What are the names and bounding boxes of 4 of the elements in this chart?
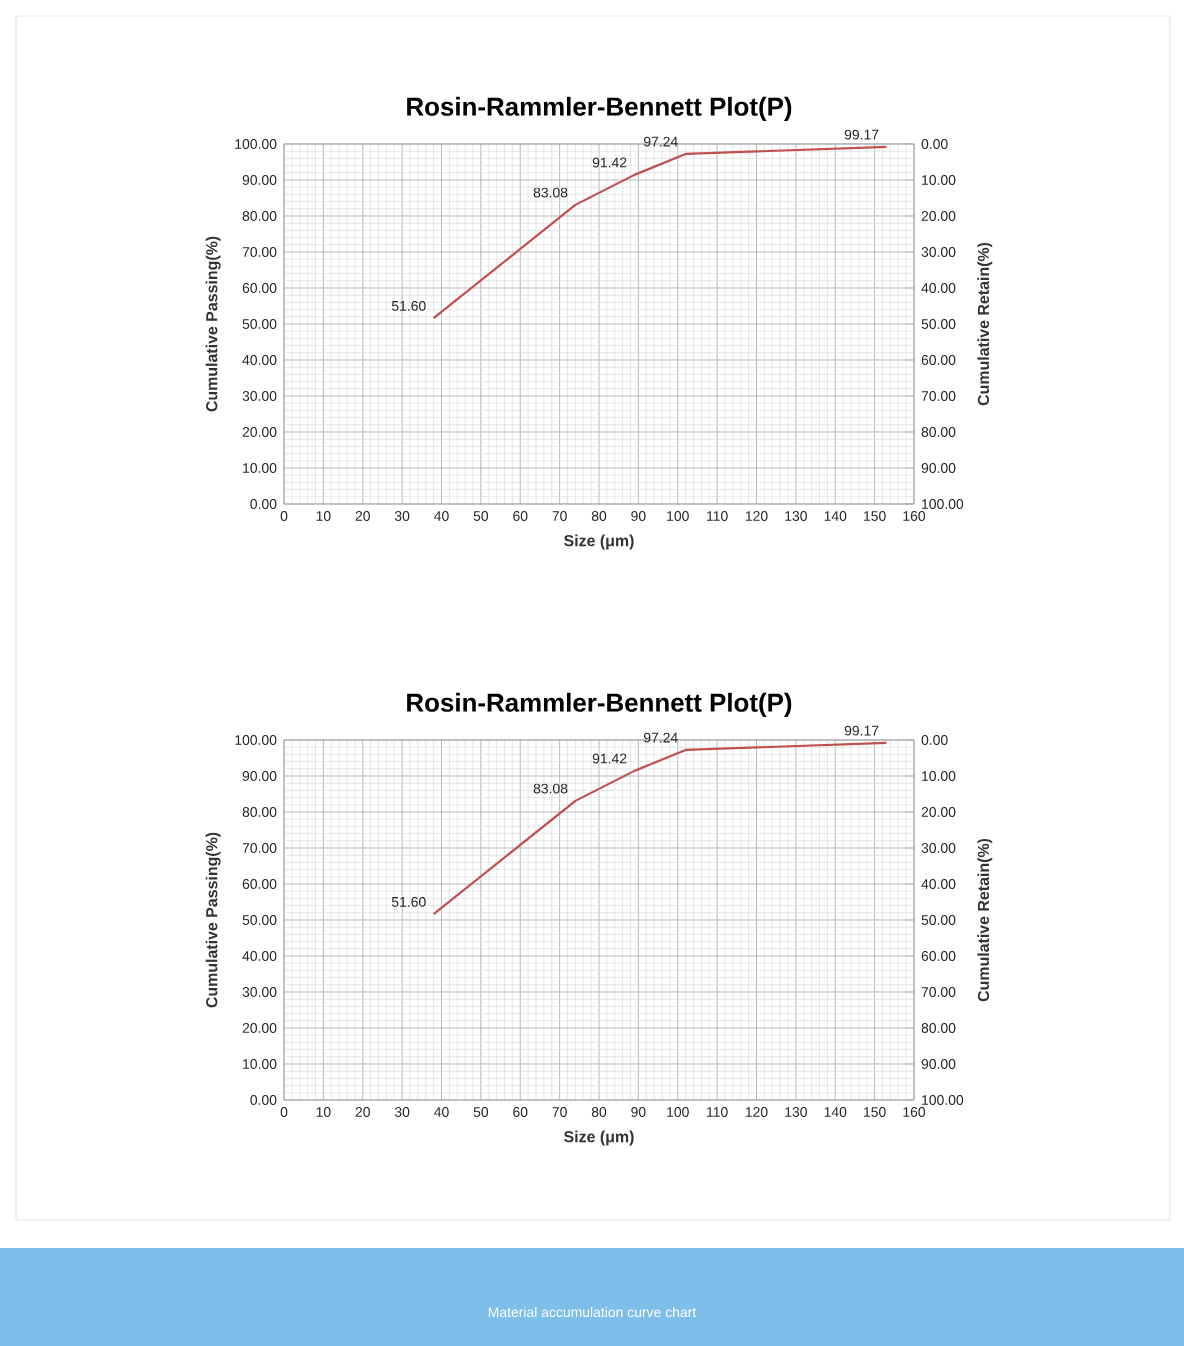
chart-title: Rosin-Rammler-Bennett Plot(P): [407, 96, 792, 121]
line-series: [432, 741, 888, 916]
line-series: [432, 145, 888, 320]
chart-title: Rosin-Rammler-Bennett Plot(P): [407, 692, 792, 717]
